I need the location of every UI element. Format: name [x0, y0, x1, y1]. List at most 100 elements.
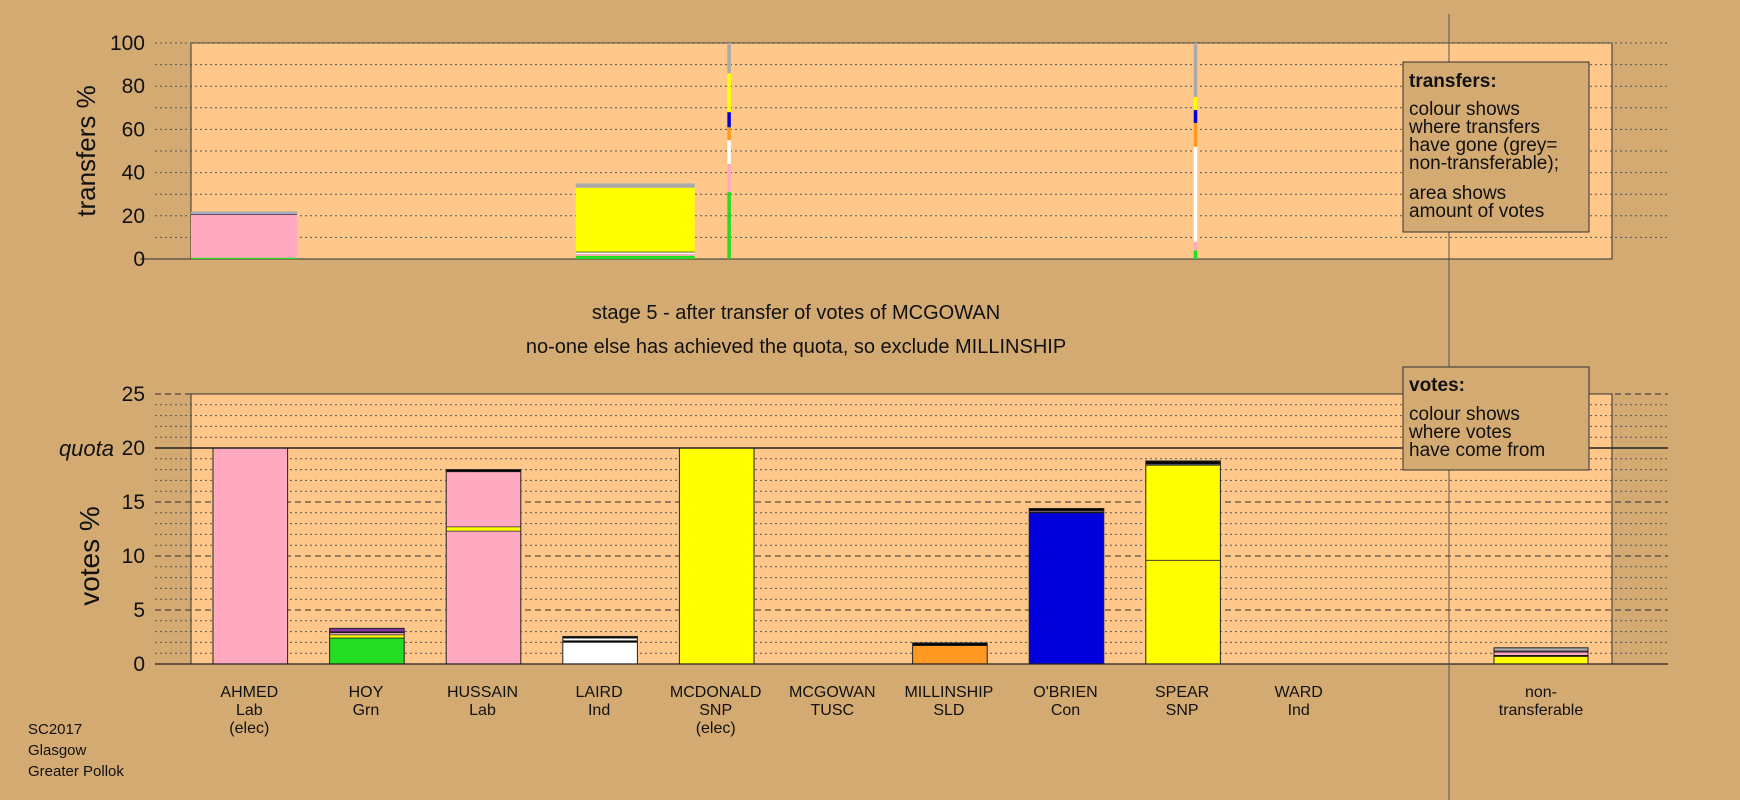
transfer-segment — [727, 43, 731, 74]
candidate-name: MCDONALD — [670, 684, 762, 701]
candidate-name: LAIRD — [576, 684, 623, 701]
votes-legend-title: votes: — [1409, 375, 1465, 396]
votes-bars — [155, 447, 1668, 665]
votes-y-tick: 15 — [122, 491, 145, 514]
transfer-segment — [1193, 250, 1198, 259]
votes-y-tick: 10 — [122, 545, 145, 568]
transfers-y-axis-label: transfers % — [71, 85, 101, 217]
transfers-y-tick: 40 — [122, 162, 145, 185]
transfers-legend-title: transfers: — [1409, 71, 1497, 92]
footer-ward: Greater Pollok — [28, 763, 124, 780]
candidate-party: Ind — [1288, 702, 1310, 719]
transfers-y-tick: 80 — [122, 75, 145, 98]
transfer-segment — [575, 255, 695, 259]
footer-election: SC2017 — [28, 721, 82, 738]
candidate-status: (elec) — [229, 720, 269, 737]
candidate-bar-segment — [1145, 460, 1221, 465]
transfer-segment — [727, 112, 731, 128]
transfers-legend-line: non-transferable); — [1409, 153, 1559, 174]
nontransferable-bar-segment — [1494, 652, 1588, 656]
transfer-segment — [191, 214, 298, 215]
candidate-bar-segment — [562, 636, 638, 639]
candidate-party: Lab — [469, 702, 496, 719]
transfers-legend-line: have gone (grey= — [1409, 135, 1557, 156]
candidate-bar-segment — [1145, 465, 1221, 561]
transfer-segment — [1193, 97, 1198, 110]
transfer-segment — [727, 127, 731, 141]
candidate-bar-segment — [329, 634, 405, 639]
candidate-bar-segment — [562, 640, 638, 643]
candidate-party: SNP — [699, 702, 732, 719]
candidate-bar-segment — [446, 526, 521, 532]
transfer-segment — [191, 211, 298, 213]
transfers-legend-box — [1402, 61, 1590, 233]
candidate-party: Ind — [588, 702, 610, 719]
transfers-legend-line: amount of votes — [1409, 201, 1544, 222]
transfers-y-tick: 100 — [110, 32, 145, 55]
transfers-legend-line: area shows — [1409, 183, 1506, 204]
nontransferable-label: transferable — [1499, 702, 1584, 719]
votes-y-tick: 0 — [133, 653, 145, 676]
nontransferable-bar-segment — [1494, 651, 1588, 653]
candidate-bar-segment — [446, 531, 521, 664]
votes-y-ticks: 0 5 10 15 20 25 — [122, 383, 145, 676]
candidate-bar-segment — [1029, 511, 1104, 513]
candidate-bar-segment — [1145, 560, 1221, 664]
candidate-bar-segment — [446, 471, 521, 527]
transfer-segment — [727, 140, 731, 164]
candidate-bar-segment — [679, 448, 754, 664]
candidate-party: Grn — [353, 702, 380, 719]
transfer-segment — [1193, 146, 1198, 242]
candidate-name: MILLINSHIP — [904, 684, 993, 701]
transfer-segment — [1193, 122, 1198, 147]
candidate-name: HOY — [349, 684, 384, 701]
transfer-segment — [727, 163, 731, 193]
votes-y-tick: 25 — [122, 383, 145, 406]
candidate-bar-segment — [912, 645, 988, 664]
transfers-y-tick: 0 — [133, 248, 145, 271]
votes-legend-line: colour shows — [1409, 404, 1520, 425]
votes-y-tick: 20 — [122, 437, 145, 460]
nontransferable-label: non- — [1525, 684, 1557, 701]
nontransferable-bar-segment — [1494, 655, 1588, 657]
candidate-bar-segment — [329, 638, 405, 664]
transfer-segment — [1193, 241, 1198, 251]
transfer-segment — [575, 187, 695, 252]
status-text: no-one else has achieved the quota, so e… — [526, 336, 1066, 358]
transfers-y-tick: 20 — [122, 205, 145, 228]
transfer-segment — [191, 257, 298, 259]
candidate-party: Lab — [236, 702, 263, 719]
transfer-segment — [727, 73, 731, 113]
stage-text: stage 5 - after transfer of votes of MCG… — [592, 302, 1000, 324]
transfer-segment — [191, 214, 298, 258]
candidate-bar-segment — [562, 638, 638, 641]
votes-legend-line: have come from — [1409, 440, 1545, 461]
votes-legend: votes: colour shows where votes have com… — [1402, 366, 1590, 471]
candidate-bar-segment — [1029, 508, 1104, 511]
candidate-name: O'BRIEN — [1033, 684, 1097, 701]
votes-legend-box — [1402, 366, 1590, 471]
candidate-name: SPEAR — [1155, 684, 1209, 701]
nontransferable-bar-segment — [1494, 656, 1588, 664]
transfer-segment — [575, 252, 695, 255]
candidate-party: SNP — [1166, 702, 1199, 719]
transfer-segment — [191, 212, 298, 215]
transfers-y-tick: 60 — [122, 118, 145, 141]
transfer-segment — [1193, 43, 1198, 97]
votes-plot-area — [190, 393, 1613, 665]
candidate-name: MCGOWAN — [789, 684, 876, 701]
candidate-bar-segment — [562, 642, 638, 664]
transfer-segment — [575, 254, 695, 256]
nontransferable-bar-segment — [1494, 647, 1588, 652]
candidate-bar-segment — [1029, 512, 1104, 664]
candidate-bar-segment — [446, 469, 521, 472]
transfer-segment — [727, 192, 731, 259]
candidate-bar-segment — [912, 642, 988, 646]
transfers-bars — [191, 43, 1198, 259]
quota-label: quota — [59, 436, 114, 461]
candidate-party: TUSC — [811, 702, 855, 719]
transfers-y-ticks: 0 20 40 60 80 100 — [110, 32, 145, 271]
footer: SC2017 Glasgow Greater Pollok — [28, 721, 124, 780]
